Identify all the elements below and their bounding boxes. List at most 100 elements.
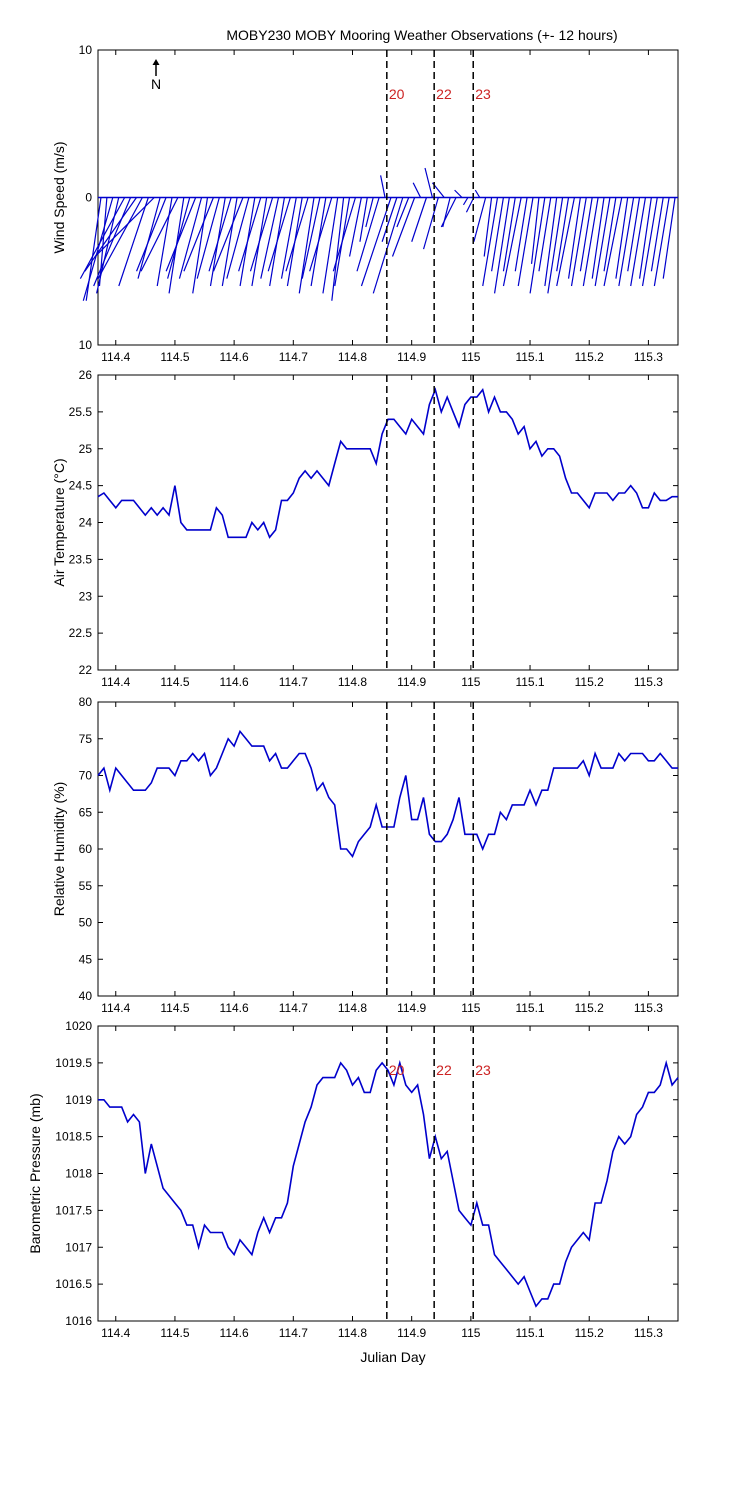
x-tick-label: 114.6: [220, 1326, 249, 1340]
wind-vector: [454, 189, 463, 198]
wind-vector: [650, 197, 664, 272]
y-tick-label: 23.5: [69, 552, 93, 566]
wind-vector: [627, 197, 641, 272]
barometric-pressure-panel: 114.4 114.5 114.6 114.7 114.8 114.9 115 115.1 11…: [27, 1019, 679, 1340]
x-tick-label: 115.3: [634, 675, 663, 689]
x-tick-label: 115.3: [634, 350, 663, 364]
x-tick-label: 114.4: [101, 1326, 130, 1340]
x-tick-label: 114.7: [279, 675, 308, 689]
x-tick-label: 115: [461, 1326, 480, 1340]
wind-vector: [381, 197, 398, 242]
wind-vector: [96, 197, 120, 294]
wind-vector: [567, 197, 581, 279]
wind-vector: [514, 197, 528, 272]
wind-vector: [348, 197, 362, 257]
y-tick-label: 25: [79, 442, 93, 456]
x-tick-label: 114.6: [220, 350, 249, 364]
x-tick-label: 114.5: [160, 1326, 189, 1340]
wind-vector: [603, 197, 623, 287]
wind-vector: [208, 197, 232, 272]
x-tick-label: 114.8: [338, 1001, 367, 1015]
x-tick-label: 114.4: [101, 350, 130, 364]
y-tick-label: 24: [79, 516, 93, 530]
series-line: [97, 729, 678, 858]
wind-vector: [332, 197, 357, 272]
wind-vector: [529, 197, 546, 294]
wind-vector: [267, 197, 291, 272]
wind-vector: [192, 197, 209, 294]
y-tick-label: 1019.5: [55, 1056, 92, 1070]
wind-vector: [638, 197, 652, 279]
wind-vector: [298, 197, 315, 294]
wind-vector: [591, 197, 605, 279]
plot-frame: [97, 374, 679, 671]
x-tick-label: 114.7: [279, 350, 308, 364]
wind-vector: [226, 197, 250, 279]
wind-vector: [178, 197, 203, 279]
wind-vector: [473, 197, 487, 242]
wind-vector: [502, 197, 522, 287]
x-tick-label: 114.5: [160, 1001, 189, 1015]
y-tick-label: 10: [79, 43, 93, 57]
wind-vector: [493, 197, 510, 294]
wind-vector: [662, 197, 676, 279]
wind-speed-panel: 114.4 114.5 114.6 114.7 114.8 114.9 115 115.1 11…: [51, 43, 679, 364]
wind-vector: [556, 197, 576, 287]
y-tick-label: 0: [85, 191, 92, 205]
wind-vector: [280, 197, 297, 279]
wind-vector: [167, 197, 191, 279]
y-tick-label: 80: [79, 695, 93, 709]
wind-vector: [502, 197, 516, 272]
wind-vector: [538, 197, 552, 272]
y-tick-label: 23: [79, 589, 93, 603]
wind-vector: [380, 175, 386, 198]
x-tick-label: 114.8: [338, 1326, 367, 1340]
event-marker-label: 22: [436, 1062, 452, 1078]
wind-vector: [544, 197, 558, 287]
plot-frame: [97, 701, 679, 997]
wind-vector: [422, 197, 439, 250]
x-tick-label: 115.2: [575, 675, 604, 689]
y-tick-label: 1016: [65, 1314, 92, 1328]
wind-vector: [97, 197, 143, 279]
y-tick-label: 1018.5: [55, 1130, 92, 1144]
page-title: MOBY230 MOBY Mooring Weather Observation…: [226, 27, 617, 43]
series-line: [97, 387, 678, 539]
north-arrow: N: [151, 59, 161, 92]
x-tick-label: 115: [461, 350, 480, 364]
y-axis-label: Barometric Pressure (mb): [27, 1093, 43, 1253]
x-tick-label: 115.2: [575, 350, 604, 364]
wind-vector: [156, 197, 173, 287]
x-tick-label: 114.6: [220, 1001, 249, 1015]
y-tick-label: 1020: [65, 1019, 92, 1033]
x-tick-label: 115: [461, 1001, 480, 1015]
wind-vector: [396, 197, 410, 228]
wind-vector: [309, 197, 333, 272]
x-tick-label: 115.1: [515, 675, 544, 689]
y-tick-label: 25.5: [69, 405, 93, 419]
y-tick-label: 50: [79, 916, 93, 930]
x-axis-label: Julian Day: [360, 1349, 425, 1365]
x-tick-label: 115.1: [515, 1326, 544, 1340]
wind-vector: [238, 197, 262, 272]
y-tick-label: 45: [79, 952, 93, 966]
x-tick-label: 114.9: [397, 675, 426, 689]
wind-vector: [196, 197, 220, 279]
wind-vector: [570, 197, 587, 287]
x-tick-label: 115.3: [634, 1001, 663, 1015]
air-temperature-panel: 114.4 114.5 114.6 114.7 114.8 114.9 115 115.1 11…: [51, 368, 679, 689]
event-marker-label: 20: [389, 1062, 405, 1078]
wind-vector: [491, 197, 505, 272]
x-tick-label: 114.9: [397, 350, 426, 364]
event-marker-label: 23: [475, 86, 491, 102]
x-tick-label: 114.8: [338, 350, 367, 364]
wind-vector: [556, 197, 570, 272]
wind-vector: [140, 197, 179, 272]
wind-vector: [641, 197, 658, 287]
x-tick-label: 114.5: [160, 350, 189, 364]
x-tick-label: 114.7: [279, 1001, 308, 1015]
wind-vector: [594, 197, 611, 287]
wind-vector: [482, 197, 499, 287]
event-marker-label: 22: [436, 86, 452, 102]
wind-vector: [118, 197, 149, 287]
